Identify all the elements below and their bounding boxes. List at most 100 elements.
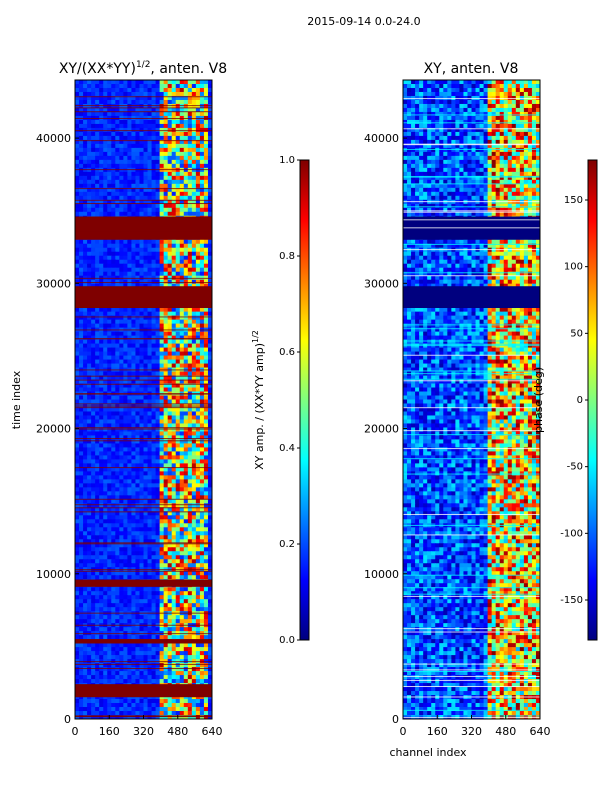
- heatmap-cell: [131, 331, 137, 337]
- heatmap-cell: [131, 87, 137, 93]
- heatmap-cell: [95, 483, 100, 488]
- heatmap-cell: [83, 315, 88, 321]
- heatmap-cell: [199, 143, 205, 149]
- heatmap-cell: [135, 603, 141, 608]
- heatmap-cell: [203, 331, 209, 337]
- heatmap-cell: [191, 495, 197, 500]
- heatmap-cell: [115, 167, 120, 173]
- heatmap-cell: [147, 651, 153, 656]
- heatmap-cell: [91, 471, 96, 476]
- heatmap-cell: [79, 635, 84, 640]
- heatmap-cell: [187, 119, 193, 125]
- heatmap-cell: [83, 379, 88, 385]
- heatmap-cell: [115, 595, 120, 600]
- heatmap-cell: [91, 539, 96, 544]
- heatmap-cell: [191, 331, 197, 337]
- heatmap-cell: [187, 207, 193, 213]
- heatmap-cell: [151, 427, 157, 433]
- heatmap-cell: [123, 375, 128, 381]
- heatmap-cell: [87, 503, 92, 508]
- heatmap-cell: [115, 351, 120, 357]
- heatmap-cell: [167, 195, 173, 201]
- heatmap-cell: [183, 383, 189, 389]
- heatmap-cell: [143, 603, 149, 608]
- heatmap-cell: [167, 599, 173, 604]
- heatmap-cell: [195, 119, 201, 125]
- heatmap-cell: [75, 119, 80, 125]
- heatmap-cell: [195, 395, 201, 401]
- heatmap-cell: [135, 511, 141, 516]
- heatmap-cell: [107, 519, 112, 524]
- heatmap-cell: [167, 267, 173, 273]
- heatmap-cell: [87, 523, 92, 528]
- heatmap-cell: [111, 307, 116, 313]
- heatmap-cell: [75, 179, 80, 185]
- heatmap-cell: [155, 455, 161, 460]
- heatmap-cell: [111, 339, 116, 345]
- heatmap-cell: [203, 99, 209, 105]
- heatmap-cell: [151, 511, 157, 516]
- heatmap-cell: [75, 555, 80, 560]
- heatmap-cell: [99, 339, 104, 345]
- heatmap-cell: [171, 175, 177, 181]
- heatmap-cell: [87, 195, 92, 201]
- heatmap-cell: [207, 199, 212, 205]
- heatmap-cell: [75, 271, 80, 277]
- heatmap-cell: [75, 475, 80, 480]
- heatmap-cell: [107, 83, 112, 89]
- heatmap-cell: [95, 80, 100, 85]
- heatmap-cell: [155, 239, 161, 245]
- heatmap-cell: [131, 519, 137, 524]
- heatmap-cell: [95, 451, 100, 457]
- heatmap-cell: [91, 239, 96, 245]
- heatmap-cell: [127, 283, 133, 289]
- heatmap-cell: [79, 447, 84, 453]
- heatmap-cell: [139, 355, 145, 361]
- heatmap-cell: [203, 319, 209, 325]
- heatmap-cell: [75, 159, 80, 165]
- heatmap-cell: [107, 163, 112, 169]
- heatmap-cell: [83, 643, 88, 648]
- heatmap-cell: [79, 211, 84, 217]
- heatmap-cell: [95, 91, 100, 97]
- heatmap-cell: [127, 487, 133, 492]
- heatmap-cell: [163, 167, 169, 173]
- heatmap-cell: [123, 83, 128, 89]
- heatmap-cell: [143, 387, 149, 393]
- heatmap-cell: [163, 495, 169, 500]
- heatmap-cell: [191, 123, 197, 129]
- heatmap-cell: [147, 655, 153, 660]
- heatmap-cell: [147, 435, 153, 441]
- heatmap-cell: [127, 587, 133, 592]
- heatmap-cell: [91, 80, 96, 85]
- heatmap-cell: [87, 587, 92, 592]
- heatmap-cell: [103, 363, 108, 369]
- heatmap-cell: [135, 607, 141, 612]
- heatmap-cell: [139, 607, 145, 612]
- heatmap-cell: [191, 423, 197, 429]
- heatmap-cell: [171, 99, 177, 105]
- heatmap-cell: [83, 531, 88, 536]
- heatmap-cell: [135, 159, 141, 165]
- heatmap-cell: [83, 595, 88, 600]
- heatmap-cell: [171, 183, 177, 189]
- heatmap-cell: [127, 359, 133, 365]
- heatmap-cell: [143, 419, 149, 425]
- heatmap-cell: [79, 523, 84, 528]
- heatmap-cell: [167, 119, 173, 125]
- heatmap-cell: [167, 463, 173, 468]
- heatmap-cell: [87, 427, 92, 433]
- heatmap-cell: [163, 519, 169, 524]
- heatmap-cell: [87, 279, 92, 285]
- heatmap-cell: [191, 575, 197, 580]
- heatmap-cell: [107, 411, 112, 417]
- heatmap-cell: [111, 455, 116, 460]
- heatmap-cell: [203, 167, 209, 173]
- heatmap-cell: [155, 119, 161, 125]
- heatmap-cell: [159, 379, 165, 385]
- heatmap-cell: [99, 191, 104, 197]
- heatmap-cell: [167, 255, 173, 261]
- heatmap-cell: [135, 471, 141, 476]
- heatmap-cell: [91, 599, 96, 604]
- heatmap-cell: [131, 591, 137, 596]
